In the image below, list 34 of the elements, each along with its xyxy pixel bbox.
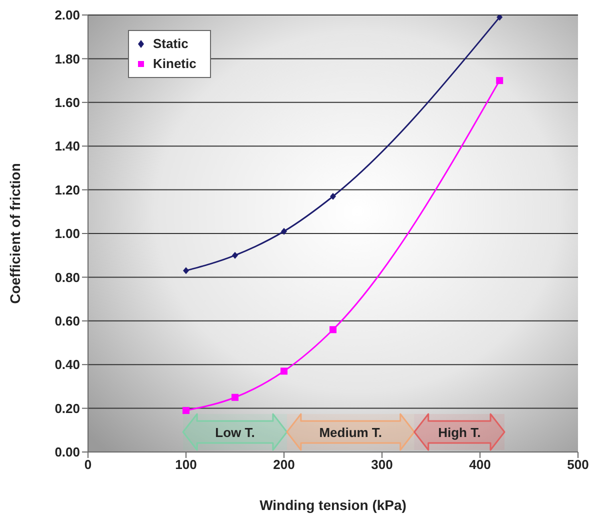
point — [232, 394, 238, 401]
legend-label: Static — [153, 35, 188, 53]
point — [232, 252, 238, 259]
point — [183, 267, 189, 274]
y-tick-label: 1.80 — [54, 51, 80, 66]
point — [330, 326, 336, 334]
x-tick-label: 500 — [567, 457, 589, 472]
x-tick-label: 100 — [175, 457, 197, 472]
point — [330, 192, 336, 200]
y-tick-label: 0.00 — [54, 444, 80, 460]
y-tick-label: 1.60 — [54, 95, 80, 110]
point — [280, 368, 288, 375]
x-tick-label: 0 — [84, 457, 92, 472]
y-tick-label: 0.60 — [54, 314, 80, 329]
y-tick-label: 0.80 — [54, 270, 80, 285]
y-tick-label: 0.40 — [54, 357, 80, 372]
legend-label: Kinetic — [153, 55, 196, 73]
band-label: Medium T. — [319, 425, 382, 440]
point — [182, 406, 190, 414]
point — [496, 15, 503, 21]
y-tick-label: 1.20 — [54, 182, 80, 198]
band-label: Low T. — [215, 425, 255, 440]
y-tick-label: 1.00 — [54, 226, 80, 242]
point — [281, 228, 287, 235]
point — [496, 77, 504, 84]
y-tick-label: 0.20 — [54, 400, 80, 416]
x-tick-label: 400 — [469, 457, 491, 472]
y-axis-title: Coefficient of friction — [6, 163, 23, 304]
x-tick-label: 300 — [371, 457, 393, 472]
y-tick-label: 2.00 — [54, 8, 80, 23]
x-axis-title: Winding tension (kPa) — [260, 497, 406, 513]
band-label: High T. — [438, 425, 481, 440]
y-tick-label: 1.40 — [54, 138, 80, 154]
x-tick-label: 200 — [273, 457, 295, 472]
